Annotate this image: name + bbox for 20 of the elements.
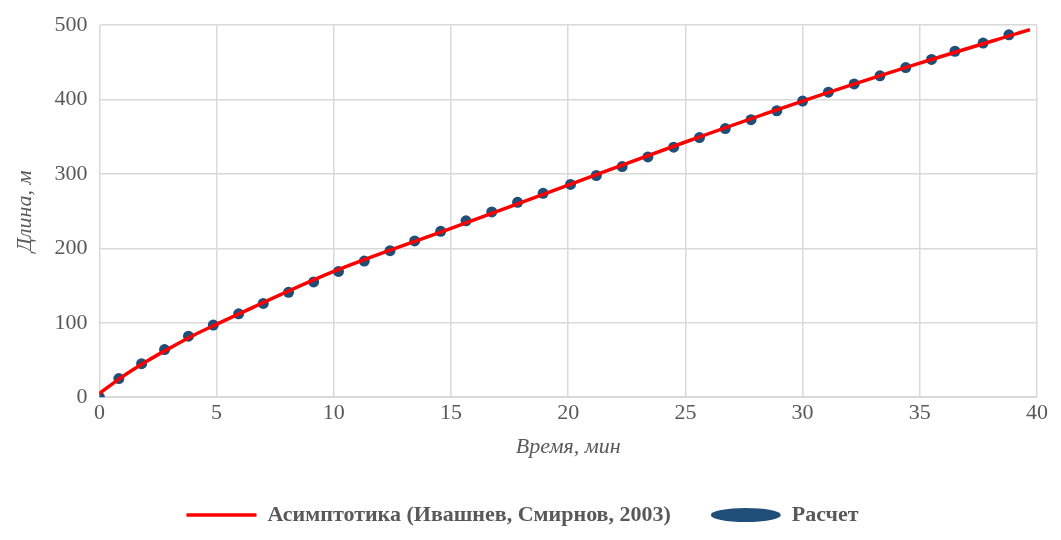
x-tick-label: 10 — [322, 399, 345, 425]
y-tick-label: 300 — [54, 159, 88, 185]
y-tick-label: 200 — [54, 234, 88, 260]
legend-label: Асимптотика (Ивашнев, Смирнов, 2003) — [267, 500, 671, 526]
x-tick-label: 0 — [93, 399, 105, 425]
x-tick-label: 40 — [1026, 399, 1048, 425]
x-tick-label: 30 — [791, 399, 814, 425]
line-series — [99, 27, 1032, 396]
y-axis-title: Длина, м — [10, 170, 36, 254]
x-axis-title: Время, мин — [515, 432, 621, 458]
y-tick-label: 0 — [76, 382, 88, 408]
legend-label: Расчет — [791, 500, 859, 526]
x-tick-label: 25 — [674, 399, 697, 425]
x-tick-label: 20 — [557, 399, 580, 425]
x-tick-label: 15 — [440, 399, 462, 425]
x-tick-label: 5 — [211, 399, 223, 425]
x-tick-label: 35 — [908, 399, 931, 425]
y-tick-label: 500 — [54, 10, 88, 36]
y-tick-label: 100 — [54, 308, 88, 334]
y-tick-label: 400 — [54, 85, 88, 111]
